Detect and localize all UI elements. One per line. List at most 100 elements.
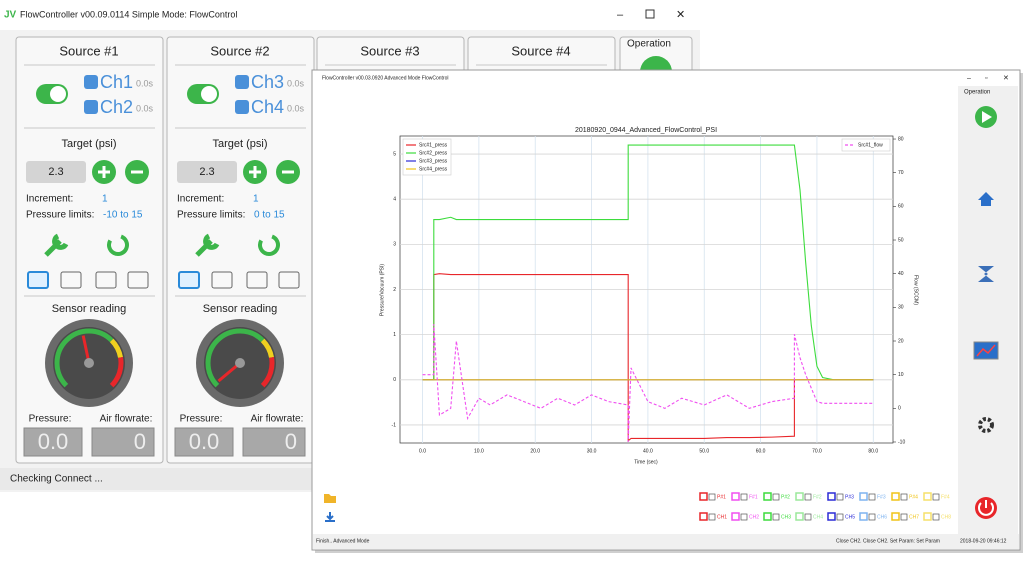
y2-tick-label: 80 [898,136,904,142]
checkbox[interactable] [932,493,940,501]
checkbox[interactable] [836,513,844,521]
checkbox[interactable] [868,493,876,501]
checkbox[interactable] [772,513,780,521]
pressure-label: Pressure: [180,414,223,425]
color-swatch[interactable] [731,492,740,501]
checkbox[interactable] [740,513,748,521]
color-swatch[interactable] [795,492,804,501]
flow-value: 0 [134,429,146,454]
y-tick-label: 4 [393,197,396,203]
flow-display [242,427,306,457]
pressure-label: Pressure: [29,414,72,425]
legend-label: Src#2_press [419,150,448,156]
legend-label: Src#4_press [419,166,448,172]
toggle-knob [201,86,217,102]
channel-time: 0.0s [136,78,154,88]
color-swatch[interactable] [795,512,804,521]
operation-label: Operation [964,90,990,96]
window-title: FlowController v00.03.0920 Advanced Mode… [322,75,448,81]
channel-icon[interactable] [235,75,249,89]
channel-name: Ch4 [251,97,284,117]
color-swatch[interactable] [763,492,772,501]
mode-button[interactable] [127,271,149,289]
checkbox[interactable] [900,493,908,501]
pressure-display [23,427,83,457]
checkbox[interactable] [772,493,780,501]
close-button[interactable]: ✕ [1003,75,1009,82]
flow-label: Air flowrate: [100,414,153,425]
pressure-value: 0.0 [38,429,69,454]
channel-name: Ch3 [251,72,284,92]
channel-icon[interactable] [84,75,98,89]
y-tick-label: -1 [392,422,397,428]
color-swatch[interactable] [859,492,868,501]
x-tick-label: 0.0 [419,448,426,454]
mode-button[interactable] [178,271,200,289]
gauge-yellow [260,338,274,359]
pressure-value: 0.0 [189,429,220,454]
mode-button[interactable] [95,271,117,289]
color-swatch[interactable] [923,492,932,501]
toggle-label: P#4 [909,494,918,500]
checkbox[interactable] [804,493,812,501]
checkbox[interactable] [708,513,716,521]
color-swatch[interactable] [763,512,772,521]
x-tick-label: 60.0 [756,448,766,454]
source-header: Source #4 [511,43,570,58]
color-swatch[interactable] [731,512,740,521]
download-button[interactable] [325,512,335,522]
checkbox[interactable] [708,493,716,501]
color-swatch[interactable] [859,512,868,521]
status-text: Finish.. Advanced Mode [316,538,370,544]
color-swatch[interactable] [827,512,836,521]
maximize-button[interactable]: ▫ [985,75,987,82]
checkbox[interactable] [932,513,940,521]
gauge-hub [84,358,94,368]
color-swatch[interactable] [699,512,708,521]
sensor-label: Sensor reading [203,303,278,315]
color-swatch[interactable] [699,492,708,501]
checkbox[interactable] [740,493,748,501]
color-swatch[interactable] [923,512,932,521]
status-text: Checking Connect ... [10,474,103,485]
mode-button[interactable] [211,271,233,289]
toggle-label: F#4 [941,494,950,500]
mode-button[interactable] [60,271,82,289]
legend-label: Src#1_press [419,142,448,148]
x-axis-label: Time (sec) [634,459,658,465]
close-button[interactable]: ✕ [676,9,685,21]
checkbox[interactable] [836,493,844,501]
calibrate-button[interactable] [195,233,220,257]
maximize-button[interactable] [645,9,655,19]
minimize-button[interactable]: – [967,75,971,82]
y2-tick-label: 60 [898,204,904,210]
calibrate-button[interactable] [44,233,69,257]
channel-icon[interactable] [84,100,98,114]
mode-button[interactable] [246,271,268,289]
power-icon [978,500,994,516]
limits-label: Pressure limits: [26,210,94,221]
minimize-button[interactable]: – [617,9,624,21]
y2-tick-label: 0 [898,406,901,412]
home-button[interactable] [978,192,994,206]
toggle-label: CH1 [717,514,727,520]
calibration-button[interactable] [978,266,994,282]
refresh-button[interactable] [258,234,280,256]
checkbox[interactable] [804,513,812,521]
color-swatch[interactable] [891,492,900,501]
mode-button[interactable] [278,271,300,289]
legend-label: Src#1_flow [858,142,883,148]
source-header: Source #3 [360,43,419,58]
checkbox[interactable] [900,513,908,521]
settings-button[interactable] [978,417,994,433]
channel-icon[interactable] [235,100,249,114]
mode-button[interactable] [27,271,49,289]
x-tick-label: 40.0 [643,448,653,454]
open-folder-button[interactable] [324,494,336,503]
color-swatch[interactable] [827,492,836,501]
channel-name: Ch1 [100,72,133,92]
color-swatch[interactable] [891,512,900,521]
toggle-label: F#2 [813,494,822,500]
checkbox[interactable] [868,513,876,521]
refresh-button[interactable] [107,234,129,256]
